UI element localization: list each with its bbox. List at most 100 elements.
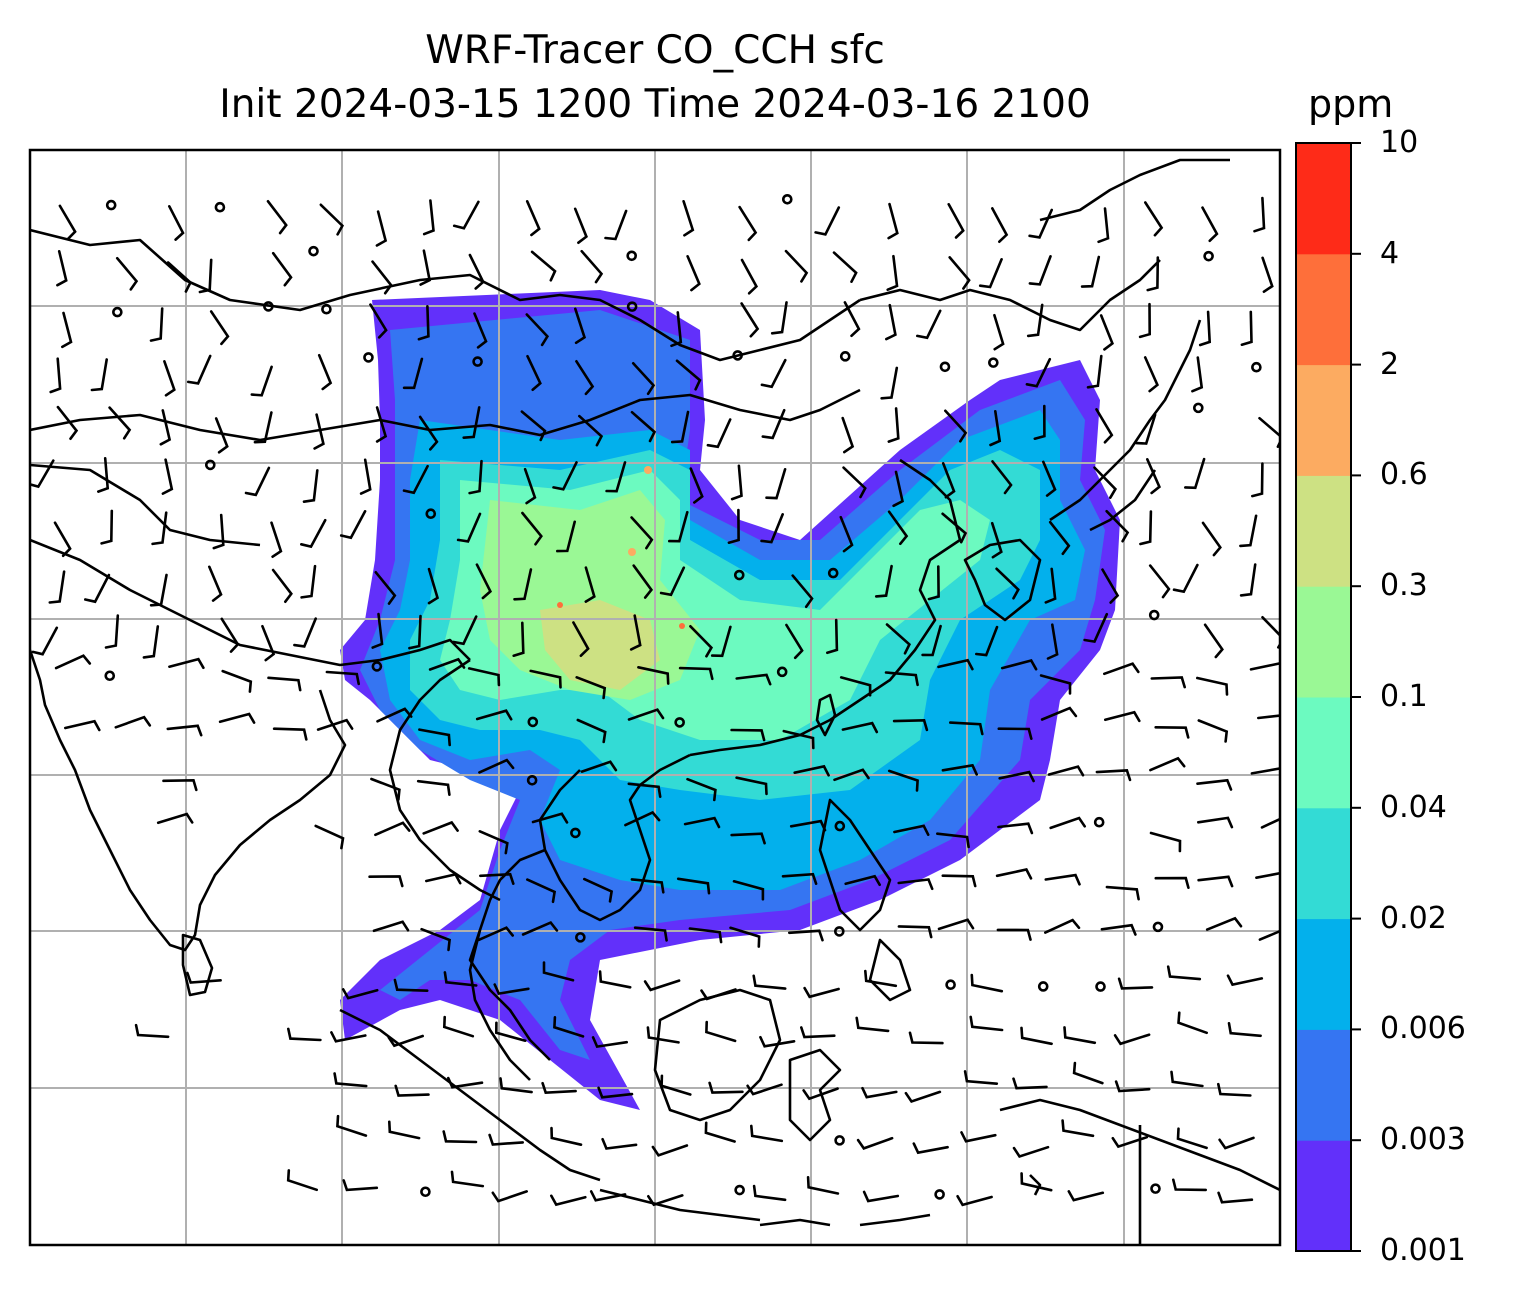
colorbar-tick-label: 0.02 — [1380, 900, 1447, 936]
wind-barb — [814, 206, 841, 236]
wind-barb — [1218, 1136, 1255, 1150]
wind-barb — [319, 203, 345, 236]
wind-barb — [788, 929, 824, 942]
wind-barb — [1249, 661, 1280, 671]
wind-barb — [526, 878, 557, 904]
wind-barb — [904, 1090, 942, 1104]
wind-barb — [58, 204, 77, 241]
colorbar-tick-label: 0.04 — [1380, 789, 1447, 825]
myanmar-coast — [388, 658, 501, 902]
wind-barb — [156, 812, 194, 825]
wind-barbs — [30, 193, 1280, 1207]
wind-barb — [1257, 714, 1280, 720]
contour-level-6 — [540, 600, 660, 690]
colorbar-segment — [1296, 1140, 1351, 1252]
wind-barb — [575, 676, 607, 700]
wind-barb — [575, 360, 595, 396]
wind-calm-marker — [363, 352, 374, 363]
wind-barb — [832, 251, 858, 283]
wind-barb — [1028, 255, 1052, 286]
wind-barb — [416, 779, 451, 796]
wind-barb — [604, 209, 628, 241]
wind-barb — [740, 258, 759, 295]
wind-barb — [525, 313, 550, 347]
wind-barb — [880, 366, 899, 400]
wind-barb — [513, 568, 533, 601]
wind-barb — [1146, 256, 1160, 292]
wind-barb — [1012, 1077, 1048, 1090]
wind-barb — [1197, 816, 1234, 829]
wind-barb — [114, 715, 152, 729]
wind-calm-marker — [1150, 1183, 1161, 1194]
wind-barb — [1048, 520, 1071, 556]
wind-barb — [1197, 875, 1234, 888]
malay-peninsula — [468, 929, 531, 1081]
wind-barb — [115, 256, 139, 291]
wind-barb — [1253, 196, 1266, 233]
wind-barb — [1172, 563, 1199, 594]
wind-barb — [272, 727, 308, 741]
wind-barb — [1217, 1082, 1252, 1097]
wind-barb — [271, 568, 293, 603]
colorbar-tick-label: 0.006 — [1380, 1011, 1466, 1047]
wind-barb — [494, 1021, 527, 1042]
wind-barb — [598, 970, 632, 989]
south-asia-border — [30, 463, 261, 547]
wind-calm-marker — [420, 1186, 431, 1198]
wind-barb — [529, 669, 562, 689]
wind-barb — [759, 1035, 796, 1048]
wind-barb — [997, 727, 1033, 740]
wind-barb — [108, 406, 132, 440]
wind-barb — [956, 1195, 993, 1207]
wind-barb — [995, 567, 1020, 600]
wind-barb — [921, 624, 942, 657]
wind-barb — [270, 521, 283, 558]
wind-barb — [30, 459, 55, 489]
colorbar-segment — [1296, 475, 1351, 587]
wind-barb — [271, 251, 293, 287]
wind-barb — [333, 1072, 368, 1088]
wind-barb — [1191, 356, 1204, 393]
wind-barb — [732, 880, 765, 901]
wind-barb — [785, 623, 804, 660]
wind-barb — [1226, 974, 1264, 987]
wind-barb — [417, 305, 430, 341]
wind-barb — [784, 249, 809, 283]
wind-barb — [947, 203, 965, 239]
wind-barb — [738, 205, 758, 242]
contour-level-7-spot — [628, 548, 636, 556]
wind-barb — [573, 207, 588, 244]
wind-barb — [1138, 302, 1152, 339]
wind-barb — [1117, 977, 1154, 990]
taiwan — [815, 693, 837, 737]
wind-barb — [1217, 1191, 1254, 1204]
philippines — [818, 798, 912, 1002]
wind-barb — [1040, 706, 1078, 721]
wind-barb — [475, 709, 513, 721]
wind-barb — [1250, 767, 1280, 775]
wind-barb — [1240, 310, 1253, 346]
wind-barb — [1203, 623, 1224, 659]
colorbar-segment — [1296, 1029, 1351, 1141]
wind-barb — [730, 832, 766, 845]
wind-barb — [49, 357, 62, 394]
wind-barb — [302, 469, 319, 503]
wind-barb — [941, 512, 968, 544]
wind-barb — [833, 768, 870, 782]
wind-barb — [989, 410, 1002, 447]
wind-barb — [218, 712, 256, 724]
wind-barb — [1042, 460, 1057, 497]
wind-calm-marker — [1095, 981, 1106, 992]
wind-barb — [418, 728, 451, 747]
wind-barb — [584, 566, 596, 603]
wind-barb — [394, 1084, 430, 1097]
wind-barb — [1111, 1135, 1149, 1149]
wind-calm-marker — [674, 717, 685, 728]
wind-barb — [887, 510, 909, 546]
wind-calm-marker — [934, 1189, 945, 1200]
wind-barb — [1097, 207, 1110, 244]
wind-barb — [212, 513, 225, 550]
wind-barb — [1166, 965, 1202, 981]
wind-calm-marker — [321, 303, 332, 315]
